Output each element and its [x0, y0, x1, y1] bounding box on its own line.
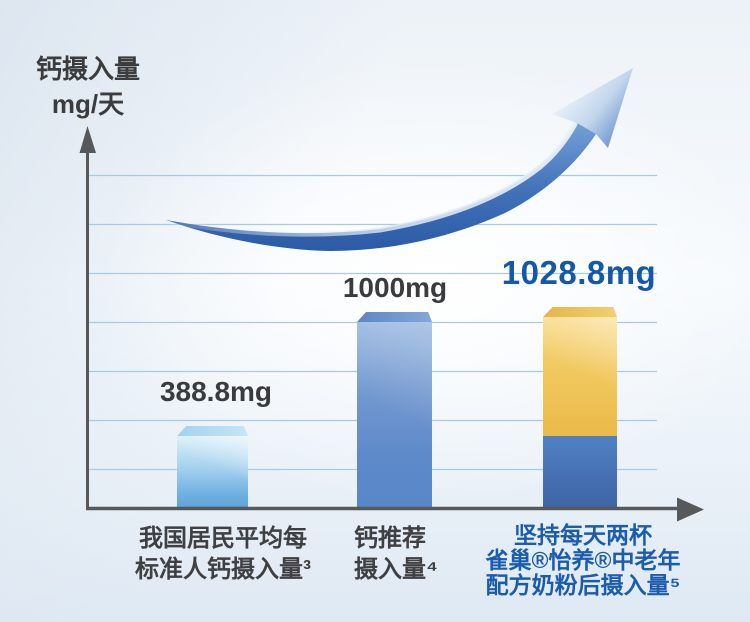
x-label-line: 摄入量⁴: [354, 556, 438, 583]
x-label-milk-powder-intake: 坚持每天两杯 雀巢®怡养®中老年 配方奶粉后摄入量⁵: [486, 523, 681, 598]
x-label-recommended-intake: 钙推荐 摄入量⁴: [354, 523, 438, 585]
x-label-average-intake: 我国居民平均每 标准人钙摄入量³: [135, 523, 311, 585]
swoosh-body: [166, 122, 596, 251]
value-label-recommended: 1000mg: [342, 272, 448, 303]
value-label-with-milk-powder: 1028.8mg: [501, 254, 657, 291]
bar-average-intake: [177, 426, 248, 508]
y-axis-arrowhead: [79, 126, 96, 153]
bar-top-face: [177, 426, 248, 436]
bar-segment: [177, 436, 248, 508]
x-label-line: 雀巢®怡养®中老年: [485, 547, 681, 573]
swoosh-highlight: [169, 121, 578, 237]
x-label-line: 标准人钙摄入量³: [135, 556, 311, 583]
growth-trend-arrow: [166, 68, 633, 251]
bar-recommended-intake: [357, 312, 432, 508]
bar-top-face: [357, 312, 432, 322]
bar-segment-base-intake: [543, 436, 617, 508]
x-label-line: 坚持每天两杯: [514, 522, 652, 548]
bar-segment: [357, 322, 432, 508]
bar-segment-added-intake: [543, 317, 617, 436]
bar-intake-with-milk-powder: [543, 307, 617, 508]
y-axis-title-line2: mg/天: [51, 89, 125, 119]
value-label-average: 388.8mg: [159, 376, 273, 407]
bar-top-face: [543, 307, 617, 317]
x-axis-arrowhead: [677, 497, 704, 522]
x-label-line: 钙推荐: [354, 525, 426, 552]
x-label-line: 我国居民平均每: [139, 525, 307, 552]
y-axis-title-line1: 钙摄入量: [35, 54, 140, 84]
arrowhead: [552, 68, 633, 148]
y-axis-title: 钙摄入量 mg/天: [28, 52, 148, 122]
x-label-line: 配方奶粉后摄入量⁵: [485, 572, 681, 598]
